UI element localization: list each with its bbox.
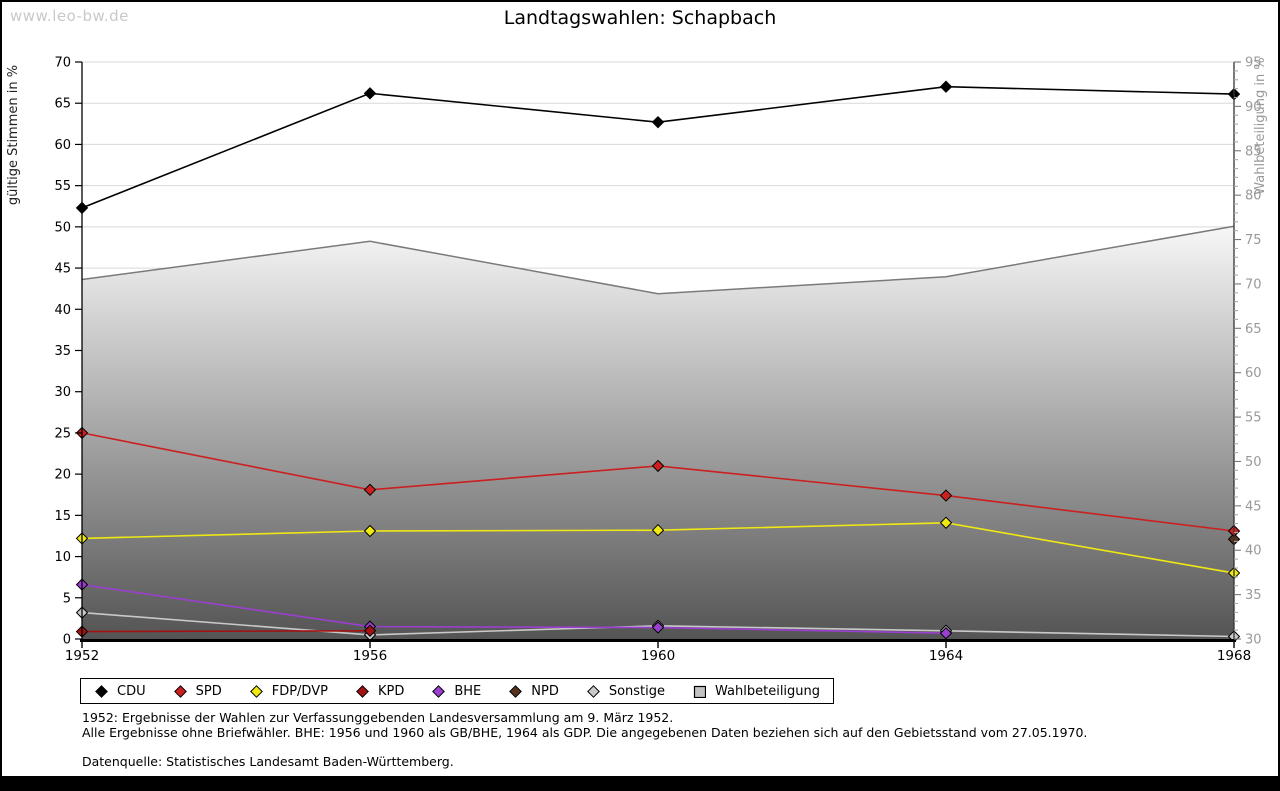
legend-item-label: Sonstige (608, 683, 666, 699)
svg-text:30: 30 (54, 385, 71, 400)
chart-legend: CDU SPD FDP/DVP KPD BHE NPD Sonstige Wahlbeteil… (80, 678, 834, 704)
svg-text:40: 40 (54, 303, 71, 318)
watermark: www.leo-bw.de (10, 7, 129, 25)
election-chart-svg: 0 5 10 15 20 25 30 35 40 45 50 55 60 65 70 30 35 40 45 50 55… (6, 56, 1268, 665)
svg-text:65: 65 (1245, 322, 1262, 337)
svg-text:70: 70 (1245, 277, 1262, 292)
legend-item-label: KPD (377, 683, 405, 699)
legend-item-label: FDP/DVP (271, 683, 328, 699)
diamond-marker-icon (173, 684, 187, 698)
legend-item-wahlbeteiligung: Wahlbeteiligung (693, 684, 820, 699)
legend-item-spd: SPD (173, 683, 222, 699)
svg-text:Wahlbeteiligung in %: Wahlbeteiligung in % (1253, 57, 1268, 194)
svg-text:90: 90 (1245, 100, 1262, 115)
legend-item-label: BHE (454, 683, 482, 699)
svg-text:1960: 1960 (641, 648, 675, 662)
square-marker-icon (693, 685, 707, 698)
svg-text:1956: 1956 (353, 648, 387, 662)
svg-text:70: 70 (54, 56, 71, 71)
svg-text:55: 55 (54, 179, 71, 194)
svg-text:80: 80 (1245, 189, 1262, 204)
svg-text:1952: 1952 (65, 648, 99, 662)
footnote-line-1: 1952: Ergebnisse der Wahlen zur Verfassu… (82, 710, 674, 725)
svg-text:95: 95 (1245, 56, 1262, 71)
diamond-marker-icon (509, 684, 523, 698)
legend-item-kpd: KPD (356, 684, 404, 699)
legend-item-label: Wahlbeteiligung (715, 683, 821, 699)
diamond-marker-icon (95, 684, 108, 698)
footnote-source: Datenquelle: Statistisches Landesamt Bad… (82, 754, 454, 769)
svg-text:15: 15 (54, 509, 71, 524)
legend-item-npd: NPD (509, 684, 559, 699)
svg-text:1968: 1968 (1217, 648, 1251, 662)
diamond-marker-icon (586, 684, 600, 698)
svg-text:45: 45 (54, 262, 71, 277)
legend-item-sonstige: Sonstige (586, 683, 666, 699)
legend-item-cdu: CDU (95, 684, 146, 699)
legend-item-fdp-dvp: FDP/DVP (249, 683, 328, 699)
svg-text:30: 30 (1245, 633, 1262, 648)
svg-text:0: 0 (63, 633, 71, 648)
svg-text:65: 65 (54, 97, 71, 112)
svg-text:45: 45 (1245, 499, 1262, 514)
svg-text:50: 50 (54, 220, 71, 235)
svg-text:75: 75 (1245, 233, 1262, 248)
svg-text:20: 20 (54, 468, 71, 483)
svg-text:35: 35 (54, 344, 71, 359)
legend-item-label: CDU (117, 683, 146, 699)
svg-text:60: 60 (1245, 366, 1262, 381)
election-chart: 0 5 10 15 20 25 30 35 40 45 50 55 60 65 70 30 35 40 45 50 55… (2, 2, 1278, 665)
svg-text:25: 25 (54, 426, 71, 441)
bottom-border-bar (2, 776, 1278, 789)
legend-item-bhe: BHE (432, 684, 481, 699)
svg-text:35: 35 (1245, 588, 1262, 603)
svg-text:85: 85 (1245, 144, 1262, 159)
diamond-marker-icon (249, 684, 263, 698)
svg-text:50: 50 (1245, 455, 1262, 470)
footnote-line-2: Alle Ergebnisse ohne Briefwähler. BHE: 1… (82, 725, 1088, 740)
footnotes: 1952: Ergebnisse der Wahlen zur Verfassu… (82, 710, 1232, 769)
legend-item-label: SPD (195, 683, 222, 699)
page-title: Landtagswahlen: Schapbach (503, 7, 777, 29)
svg-text:1964: 1964 (929, 648, 963, 662)
svg-text:5: 5 (63, 591, 71, 606)
svg-text:gültige Stimmen in %: gültige Stimmen in % (6, 65, 21, 205)
svg-text:40: 40 (1245, 544, 1262, 559)
svg-text:10: 10 (54, 550, 71, 565)
legend-item-label: NPD (531, 683, 559, 699)
diamond-marker-icon (356, 684, 369, 698)
diamond-marker-icon (432, 684, 446, 698)
svg-text:60: 60 (54, 138, 71, 153)
svg-text:55: 55 (1245, 411, 1262, 426)
